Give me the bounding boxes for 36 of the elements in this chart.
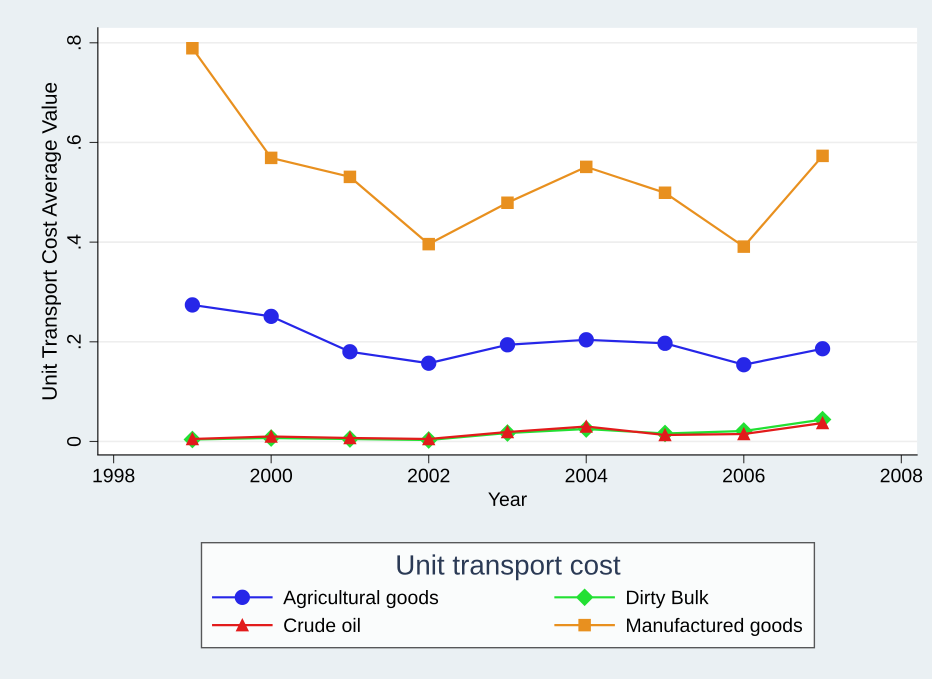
point: [264, 152, 278, 164]
x-tick-label: 2006: [723, 468, 765, 482]
y-tick-label: .2: [67, 334, 81, 348]
point: [421, 356, 436, 371]
x-tick-label: 2002: [408, 468, 450, 482]
point: [501, 196, 514, 210]
point: [816, 150, 829, 162]
point: [264, 308, 279, 324]
point: [738, 240, 750, 253]
y-tick-label: .6: [67, 135, 81, 149]
point: [186, 42, 199, 55]
point: [658, 186, 672, 200]
point: [580, 160, 592, 174]
legend-label: Crude oil: [284, 618, 360, 632]
legend-label: Dirty Bulk: [627, 590, 709, 608]
point: [736, 357, 752, 372]
legend-label: Agricultural goods: [283, 590, 438, 608]
legend-title: Unit transport cost: [397, 554, 620, 580]
x-axis-title: Year: [488, 492, 527, 506]
x-tick-label: 2008: [880, 468, 922, 482]
point: [342, 344, 358, 360]
point: [578, 332, 594, 348]
point: [500, 337, 516, 352]
y-tick-label: .8: [67, 36, 81, 50]
point: [422, 238, 435, 250]
x-tick-label: 1998: [93, 468, 134, 482]
point: [344, 170, 356, 184]
y-tick-label: 0: [67, 436, 81, 446]
y-axis-title: Unit Transport Cost Average Value: [42, 82, 61, 400]
point: [184, 297, 200, 313]
x-tick-label: 2000: [250, 468, 292, 482]
point: [657, 336, 673, 351]
legend-label: Manufactured goods: [627, 618, 802, 636]
y-tick-label: .4: [67, 234, 81, 248]
x-tick-label: 2004: [566, 468, 608, 482]
point: [814, 341, 830, 356]
